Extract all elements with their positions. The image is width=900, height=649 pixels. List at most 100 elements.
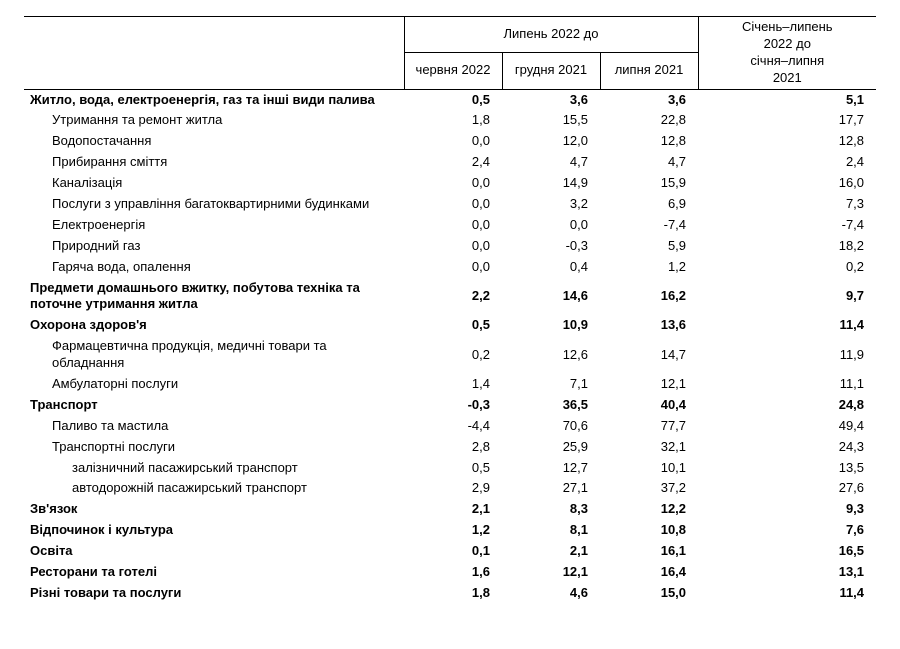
row-label: Паливо та мастила bbox=[24, 416, 404, 437]
row-value: 15,0 bbox=[600, 583, 698, 604]
row-value: 12,1 bbox=[502, 562, 600, 583]
row-value: -0,3 bbox=[502, 236, 600, 257]
row-label: Електроенергія bbox=[24, 215, 404, 236]
row-value: 3,6 bbox=[502, 89, 600, 110]
row-label: Гаряча вода, опалення bbox=[24, 257, 404, 278]
row-value: 70,6 bbox=[502, 416, 600, 437]
table-row: Послуги з управління багатоквартирними б… bbox=[24, 194, 876, 215]
table-row: Каналізація0,014,915,916,0 bbox=[24, 173, 876, 194]
table-row: Охорона здоров'я0,510,913,611,4 bbox=[24, 315, 876, 336]
row-value: 2,1 bbox=[502, 541, 600, 562]
row-label: залізничний пасажирський транспорт bbox=[24, 458, 404, 479]
row-label: Природний газ bbox=[24, 236, 404, 257]
row-value: 4,7 bbox=[600, 152, 698, 173]
price-index-table: Липень 2022 до Січень–липень 2022 до січ… bbox=[24, 16, 876, 604]
table-body: Житло, вода, електроенергія, газ та інші… bbox=[24, 89, 876, 604]
row-value: 0,4 bbox=[502, 257, 600, 278]
row-value: 12,6 bbox=[502, 336, 600, 374]
row-value: 27,1 bbox=[502, 478, 600, 499]
row-value: 3,6 bbox=[600, 89, 698, 110]
row-value: 12,0 bbox=[502, 131, 600, 152]
table-row: Електроенергія0,00,0-7,4-7,4 bbox=[24, 215, 876, 236]
row-label: Послуги з управління багатоквартирними б… bbox=[24, 194, 404, 215]
row-value: 40,4 bbox=[600, 395, 698, 416]
row-value: 12,7 bbox=[502, 458, 600, 479]
table-row: Предмети домашнього вжитку, побутова тех… bbox=[24, 278, 876, 316]
row-label: Транспортні послуги bbox=[24, 437, 404, 458]
row-value: 5,1 bbox=[698, 89, 876, 110]
row-value: 0,2 bbox=[698, 257, 876, 278]
row-value: -4,4 bbox=[404, 416, 502, 437]
row-label: Житло, вода, електроенергія, газ та інші… bbox=[24, 89, 404, 110]
table-row: Природний газ0,0-0,35,918,2 bbox=[24, 236, 876, 257]
row-value: 0,0 bbox=[502, 215, 600, 236]
row-value: 2,4 bbox=[404, 152, 502, 173]
row-value: 16,1 bbox=[600, 541, 698, 562]
row-value: 4,6 bbox=[502, 583, 600, 604]
table-row: Гаряча вода, опалення0,00,41,20,2 bbox=[24, 257, 876, 278]
header-group-2-l2: 2022 до bbox=[764, 36, 811, 51]
row-value: 1,2 bbox=[600, 257, 698, 278]
header-sub4-l1: січня–липня bbox=[750, 53, 824, 68]
row-value: 2,8 bbox=[404, 437, 502, 458]
row-label: Прибирання сміття bbox=[24, 152, 404, 173]
row-label: Каналізація bbox=[24, 173, 404, 194]
row-value: 16,2 bbox=[600, 278, 698, 316]
row-value: 15,5 bbox=[502, 110, 600, 131]
row-value: 7,3 bbox=[698, 194, 876, 215]
row-label: Утримання та ремонт житла bbox=[24, 110, 404, 131]
table-header: Липень 2022 до Січень–липень 2022 до січ… bbox=[24, 17, 876, 90]
table-row: Амбулаторні послуги1,47,112,111,1 bbox=[24, 374, 876, 395]
row-value: 9,3 bbox=[698, 499, 876, 520]
table-row: залізничний пасажирський транспорт0,512,… bbox=[24, 458, 876, 479]
row-value: 14,9 bbox=[502, 173, 600, 194]
row-value: 0,0 bbox=[404, 257, 502, 278]
row-value: 2,1 bbox=[404, 499, 502, 520]
row-value: 18,2 bbox=[698, 236, 876, 257]
header-group-1: Липень 2022 до bbox=[404, 17, 698, 53]
table-row: Зв'язок2,18,312,29,3 bbox=[24, 499, 876, 520]
row-value: 1,4 bbox=[404, 374, 502, 395]
row-value: 0,2 bbox=[404, 336, 502, 374]
row-value: 24,8 bbox=[698, 395, 876, 416]
row-value: 2,2 bbox=[404, 278, 502, 316]
row-label: Водопостачання bbox=[24, 131, 404, 152]
header-sub1: червня 2022 bbox=[404, 53, 502, 89]
row-value: 2,4 bbox=[698, 152, 876, 173]
row-value: 8,3 bbox=[502, 499, 600, 520]
table-row: Утримання та ремонт житла1,815,522,817,7 bbox=[24, 110, 876, 131]
row-value: 16,0 bbox=[698, 173, 876, 194]
header-sub3: липня 2021 bbox=[600, 53, 698, 89]
row-label: Ресторани та готелі bbox=[24, 562, 404, 583]
row-label: Охорона здоров'я bbox=[24, 315, 404, 336]
row-value: 16,4 bbox=[600, 562, 698, 583]
table-row: Транспортні послуги2,825,932,124,3 bbox=[24, 437, 876, 458]
row-value: 0,0 bbox=[404, 194, 502, 215]
row-value: 0,5 bbox=[404, 458, 502, 479]
row-value: 27,6 bbox=[698, 478, 876, 499]
row-value: 32,1 bbox=[600, 437, 698, 458]
row-label: Предмети домашнього вжитку, побутова тех… bbox=[24, 278, 404, 316]
row-value: 0,0 bbox=[404, 173, 502, 194]
row-value: 11,4 bbox=[698, 583, 876, 604]
row-value: -7,4 bbox=[600, 215, 698, 236]
row-value: 1,6 bbox=[404, 562, 502, 583]
row-value: 36,5 bbox=[502, 395, 600, 416]
row-value: 14,6 bbox=[502, 278, 600, 316]
table-row: автодорожній пасажирський транспорт2,927… bbox=[24, 478, 876, 499]
table-row: Освіта0,12,116,116,5 bbox=[24, 541, 876, 562]
row-label: Амбулаторні послуги bbox=[24, 374, 404, 395]
row-value: 0,1 bbox=[404, 541, 502, 562]
row-value: 77,7 bbox=[600, 416, 698, 437]
row-value: 3,2 bbox=[502, 194, 600, 215]
row-value: 4,7 bbox=[502, 152, 600, 173]
row-label: Зв'язок bbox=[24, 499, 404, 520]
table-row: Паливо та мастила-4,470,677,749,4 bbox=[24, 416, 876, 437]
row-value: 12,8 bbox=[698, 131, 876, 152]
header-empty bbox=[24, 17, 404, 90]
row-value: 10,1 bbox=[600, 458, 698, 479]
row-value: 6,9 bbox=[600, 194, 698, 215]
row-value: 11,1 bbox=[698, 374, 876, 395]
row-value: 11,4 bbox=[698, 315, 876, 336]
row-label: Різні товари та послуги bbox=[24, 583, 404, 604]
